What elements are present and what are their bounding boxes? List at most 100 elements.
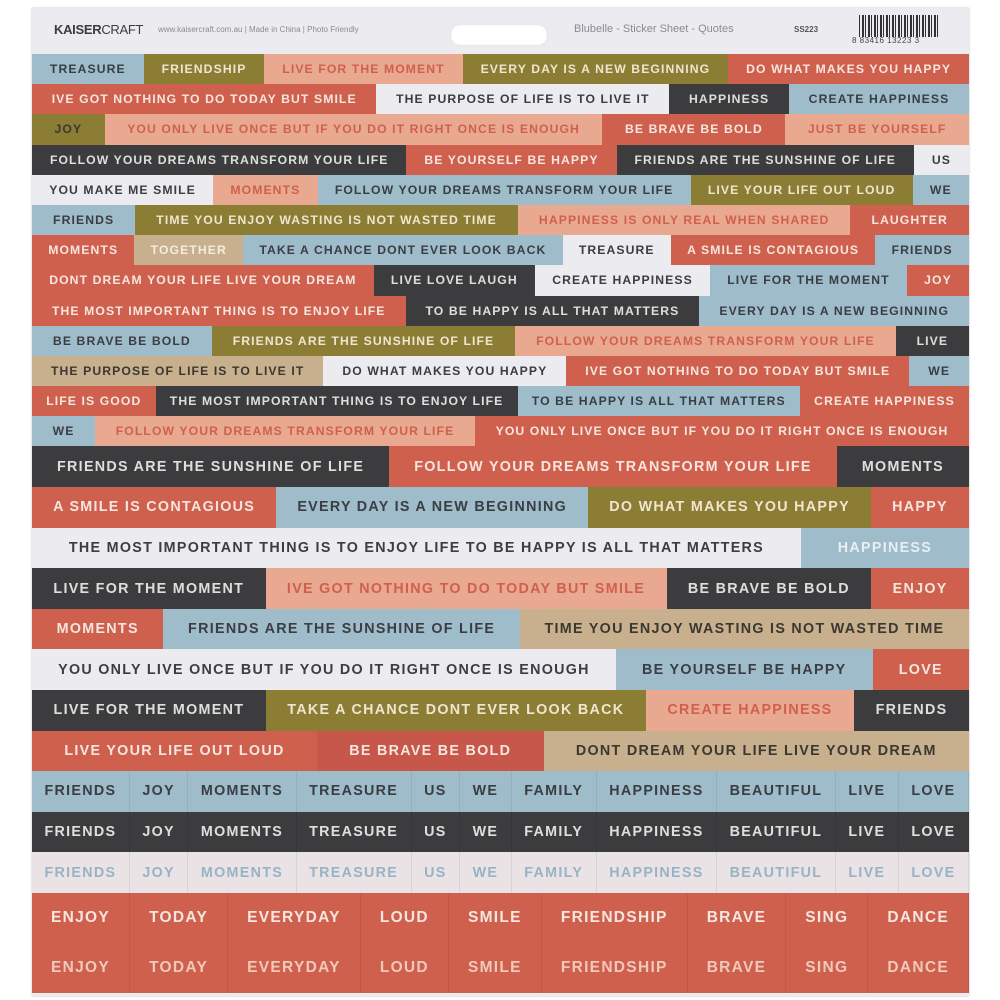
sticker[interactable]: MOMENTS <box>836 446 969 488</box>
sticker[interactable]: FRIENDSHIP <box>541 892 688 943</box>
sticker[interactable]: FRIENDS ARE THE SUNSHINE OF LIFE <box>616 144 914 175</box>
sticker[interactable]: WE <box>460 811 512 853</box>
sticker[interactable]: LIVE LOVE LAUGH <box>373 265 536 296</box>
sticker[interactable]: SING <box>786 892 869 943</box>
sticker[interactable]: THE PURPOSE OF LIFE IS TO LIVE IT <box>32 355 324 387</box>
sticker[interactable]: IVE GOT NOTHING TO DO TODAY BUT SMILE <box>265 568 667 609</box>
sticker[interactable]: HAPPINESS <box>596 852 718 893</box>
sticker[interactable]: US <box>411 852 461 893</box>
sticker[interactable]: TREASURE <box>296 852 412 893</box>
sticker[interactable]: LOUD <box>360 892 449 943</box>
sticker[interactable]: FAMILY <box>511 811 597 853</box>
sticker[interactable]: EVERY DAY IS A NEW BEGINNING <box>699 295 969 326</box>
sticker[interactable]: IVE GOT NOTHING TO DO TODAY BUT SMILE <box>32 84 377 115</box>
sticker[interactable]: A SMILE IS CONTAGIOUS <box>670 235 876 266</box>
sticker[interactable]: SING <box>786 942 869 993</box>
sticker[interactable]: US <box>411 771 461 812</box>
sticker[interactable]: BRAVE <box>687 942 787 993</box>
sticker[interactable]: WE <box>909 355 969 387</box>
sticker[interactable]: EVERYDAY <box>228 942 361 993</box>
sticker[interactable]: JOY <box>129 811 189 853</box>
sticker[interactable]: BE BRAVE BE BOLD <box>666 568 872 609</box>
sticker[interactable]: DANCE <box>868 892 969 943</box>
sticker[interactable]: HAPPY <box>871 487 969 528</box>
sticker[interactable]: TO BE HAPPY IS ALL THAT MATTERS <box>405 295 700 326</box>
sticker[interactable]: BE BRAVE BE BOLD <box>32 325 212 356</box>
sticker[interactable]: US <box>411 811 461 853</box>
sticker[interactable]: LIVE <box>835 771 899 812</box>
sticker[interactable]: LAUGHTER <box>850 204 969 236</box>
sticker[interactable]: THE MOST IMPORTANT THING IS TO ENJOY LIF… <box>32 527 801 569</box>
sticker[interactable]: EVERYDAY <box>228 892 361 943</box>
sticker[interactable]: LIVE FOR THE MOMENT <box>710 265 907 296</box>
sticker[interactable]: WE <box>912 174 969 205</box>
sticker[interactable]: FRIENDS <box>854 690 969 731</box>
sticker[interactable]: FRIENDS ARE THE SUNSHINE OF LIFE <box>163 608 520 650</box>
sticker[interactable]: HAPPINESS <box>596 811 718 853</box>
sticker[interactable]: FOLLOW YOUR DREAMS TRANSFORM YOUR LIFE <box>389 446 837 488</box>
sticker[interactable]: HAPPINESS IS ONLY REAL WHEN SHARED <box>517 204 851 236</box>
sticker[interactable]: JOY <box>906 265 969 296</box>
sticker[interactable]: EVERY DAY IS A NEW BEGINNING <box>276 487 589 528</box>
sticker[interactable]: JUST BE YOURSELF <box>785 114 969 145</box>
sticker[interactable]: TODAY <box>130 892 229 943</box>
sticker[interactable]: THE MOST IMPORTANT THING IS TO ENJOY LIF… <box>32 295 406 326</box>
sticker[interactable]: HAPPINESS <box>596 771 718 812</box>
sticker[interactable]: BE BRAVE BE BOLD <box>316 730 544 772</box>
sticker[interactable]: DONT DREAM YOUR LIFE LIVE YOUR DREAM <box>543 730 969 772</box>
sticker[interactable]: BEAUTIFUL <box>717 852 836 893</box>
sticker[interactable]: TO BE HAPPY IS ALL THAT MATTERS <box>517 386 800 417</box>
sticker[interactable]: ENJOY <box>32 892 131 943</box>
sticker[interactable]: LIVE <box>835 852 899 893</box>
sticker[interactable]: FAMILY <box>511 771 597 812</box>
sticker[interactable]: LIVE YOUR LIFE OUT LOUD <box>32 730 317 772</box>
sticker[interactable]: CREATE HAPPINESS <box>645 690 855 731</box>
sticker[interactable]: HAPPINESS <box>669 84 789 115</box>
sticker[interactable]: LIVE FOR THE MOMENT <box>264 54 463 85</box>
sticker[interactable]: FRIENDS ARE THE SUNSHINE OF LIFE <box>211 325 516 356</box>
sticker[interactable]: LIVE FOR THE MOMENT <box>32 690 266 731</box>
sticker[interactable]: LIVE <box>835 811 899 853</box>
sticker[interactable]: FOLLOW YOUR DREAMS TRANSFORM YOUR LIFE <box>95 416 475 447</box>
sticker[interactable]: TREASURE <box>32 54 144 85</box>
sticker[interactable]: TAKE A CHANCE DONT EVER LOOK BACK <box>243 235 563 266</box>
sticker[interactable]: HAPPINESS <box>800 527 969 569</box>
sticker[interactable]: FRIENDSHIP <box>143 54 265 85</box>
sticker[interactable]: CREATE HAPPINESS <box>799 386 969 417</box>
sticker[interactable]: FRIENDS ARE THE SUNSHINE OF LIFE <box>32 446 390 488</box>
sticker[interactable]: JOY <box>129 852 189 893</box>
sticker[interactable]: BE YOURSELF BE HAPPY <box>615 649 873 690</box>
sticker[interactable]: BEAUTIFUL <box>717 811 836 853</box>
sticker[interactable]: LIVE <box>895 325 969 356</box>
sticker[interactable]: THE MOST IMPORTANT THING IS TO ENJOY LIF… <box>155 386 518 417</box>
sticker[interactable]: DO WHAT MAKES YOU HAPPY <box>323 355 567 387</box>
sticker[interactable]: TOGETHER <box>134 235 244 266</box>
sticker[interactable]: FRIENDS <box>32 852 130 893</box>
sticker[interactable]: EVERY DAY IS A NEW BEGINNING <box>462 54 729 85</box>
sticker[interactable]: FAMILY <box>511 852 597 893</box>
sticker[interactable]: FRIENDSHIP <box>541 942 688 993</box>
sticker[interactable]: TREASURE <box>296 771 412 812</box>
sticker[interactable]: THE PURPOSE OF LIFE IS TO LIVE IT <box>376 84 670 115</box>
sticker[interactable]: TIME YOU ENJOY WASTING IS NOT WASTED TIM… <box>519 608 969 650</box>
sticker[interactable]: LIVE YOUR LIFE OUT LOUD <box>690 174 913 205</box>
sticker[interactable]: FOLLOW YOUR DREAMS TRANSFORM YOUR LIFE <box>32 144 407 175</box>
sticker[interactable]: TIME YOU ENJOY WASTING IS NOT WASTED TIM… <box>135 204 518 236</box>
sticker[interactable]: WE <box>460 771 512 812</box>
sticker[interactable]: ENJOY <box>32 942 131 993</box>
sticker[interactable]: LOVE <box>898 771 969 812</box>
sticker[interactable]: LOVE <box>898 852 969 893</box>
sticker[interactable]: LOUD <box>360 942 449 993</box>
sticker[interactable]: LIFE IS GOOD <box>32 386 156 417</box>
sticker[interactable]: WE <box>32 416 96 447</box>
sticker[interactable]: FRIENDS <box>875 235 969 266</box>
sticker[interactable]: IVE GOT NOTHING TO DO TODAY BUT SMILE <box>566 355 910 387</box>
sticker[interactable]: TODAY <box>130 942 229 993</box>
sticker[interactable]: MOMENTS <box>188 811 297 853</box>
sticker[interactable]: LOVE <box>898 811 969 853</box>
sticker[interactable]: BRAVE <box>687 892 787 943</box>
sticker[interactable]: MOMENTS <box>32 235 135 266</box>
sticker[interactable]: BEAUTIFUL <box>717 771 836 812</box>
sticker[interactable]: JOY <box>32 114 105 145</box>
sticker[interactable]: FOLLOW YOUR DREAMS TRANSFORM YOUR LIFE <box>317 174 691 205</box>
